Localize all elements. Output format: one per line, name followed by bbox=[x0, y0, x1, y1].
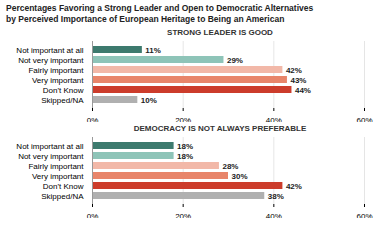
svg-text:0%: 0% bbox=[87, 212, 99, 218]
svg-text:30%: 30% bbox=[232, 172, 248, 181]
svg-text:Don't Know: Don't Know bbox=[43, 182, 84, 191]
svg-text:0%: 0% bbox=[87, 116, 99, 122]
svg-text:28%: 28% bbox=[222, 162, 238, 171]
html-text:Percentages Favoring a Strong: Percentages Favoring a Strong Leader and… bbox=[6, 3, 314, 13]
svg-text:40%: 40% bbox=[266, 116, 282, 122]
svg-text:Not important at all: Not important at all bbox=[16, 142, 83, 151]
svg-text:60%: 60% bbox=[356, 212, 372, 218]
html-text:by Perceived Importance of Eur: by Perceived Importance of European Heri… bbox=[6, 13, 285, 24]
svg-text:40%: 40% bbox=[266, 212, 282, 218]
svg-text:10%: 10% bbox=[141, 96, 157, 105]
html-text:STRONG LEADER IS GOOD: STRONG LEADER IS GOOD bbox=[167, 28, 273, 37]
svg-text:44%: 44% bbox=[295, 86, 311, 95]
svg-text:20%: 20% bbox=[175, 212, 191, 218]
svg-text:Fairly important: Fairly important bbox=[28, 66, 84, 75]
svg-text:42%: 42% bbox=[286, 66, 302, 75]
svg-text:60%: 60% bbox=[356, 116, 372, 122]
svg-text:Not very important: Not very important bbox=[18, 152, 84, 161]
svg-text:18%: 18% bbox=[177, 152, 193, 161]
svg-text:Don't Know: Don't Know bbox=[43, 86, 84, 95]
html-text:DEMOCRACY IS NOT ALWAYS PREFER: DEMOCRACY IS NOT ALWAYS PREFERABLE bbox=[133, 124, 307, 133]
svg-text:Very important: Very important bbox=[32, 76, 84, 85]
svg-text:29%: 29% bbox=[227, 56, 243, 65]
svg-text:43%: 43% bbox=[290, 76, 306, 85]
svg-text:38%: 38% bbox=[268, 192, 284, 201]
svg-text:Fairly important: Fairly important bbox=[28, 162, 84, 171]
svg-text:18%: 18% bbox=[177, 142, 193, 151]
svg-text:Not important at all: Not important at all bbox=[16, 46, 83, 55]
svg-text:Skipped/NA: Skipped/NA bbox=[41, 192, 84, 201]
svg-text:11%: 11% bbox=[145, 46, 161, 55]
svg-text:Not very important: Not very important bbox=[18, 56, 84, 65]
svg-text:20%: 20% bbox=[175, 116, 191, 122]
svg-text:Skipped/NA: Skipped/NA bbox=[41, 96, 84, 105]
svg-text:42%: 42% bbox=[286, 182, 302, 191]
svg-text:Very important: Very important bbox=[32, 172, 84, 181]
